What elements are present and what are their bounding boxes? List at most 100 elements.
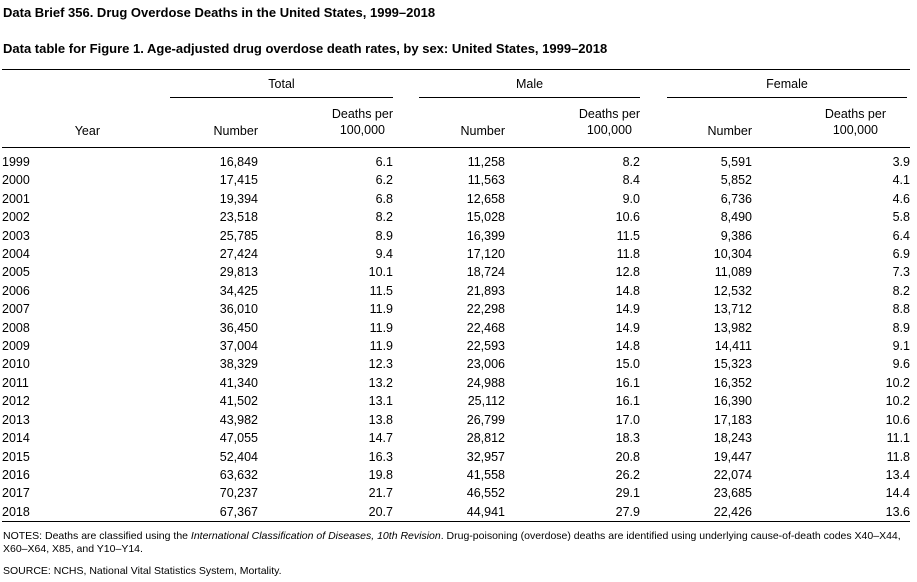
cell-year: 2014 (2, 431, 30, 446)
cell-total-number: 63,632 (219, 467, 258, 482)
column-header-year: Year (2, 98, 100, 148)
cell-total-number: 27,424 (219, 247, 258, 262)
cell-female-number: 23,685 (713, 486, 752, 501)
cell-total-number: 47,055 (219, 431, 258, 446)
cell-total-rate: 11.9 (369, 339, 393, 354)
table-row: 2012 41,502 13.1 25,112 16.1 16,390 10.2 (2, 392, 910, 410)
cell-female-rate: 4.6 (892, 191, 910, 206)
cell-female-rate: 11.8 (886, 449, 910, 464)
table-row: 2007 36,010 11.9 22,298 14.9 13,712 8.8 (2, 300, 910, 318)
cell-total-number: 17,415 (219, 173, 258, 188)
cell-male-number: 25,112 (467, 394, 505, 409)
cell-female-number: 18,243 (713, 431, 752, 446)
cell-female-rate: 9.1 (892, 339, 910, 354)
cell-male-number: 26,799 (466, 412, 505, 427)
cell-male-rate: 8.4 (622, 173, 640, 188)
group-header-male: Male (419, 70, 640, 98)
table-title: Data table for Figure 1. Age-adjusted dr… (3, 41, 608, 56)
cell-total-number: 41,502 (219, 394, 258, 409)
cell-total-rate: 6.1 (375, 155, 393, 169)
cell-year: 2015 (2, 449, 30, 464)
table-row: 2010 38,329 12.3 23,006 15.0 15,323 9.6 (2, 355, 910, 373)
cell-female-number: 9,386 (720, 228, 752, 243)
cell-male-rate: 10.6 (615, 210, 640, 225)
table-row: 2016 63,632 19.8 41,558 26.2 22,074 13.4 (2, 466, 910, 484)
cell-total-rate: 20.7 (258, 502, 393, 523)
cell-male-number: 44,941 (393, 502, 505, 523)
cell-female-number: 22,074 (713, 467, 752, 482)
cell-male-rate: 16.1 (615, 375, 640, 390)
cell-female-number: 5,852 (720, 173, 752, 188)
cell-total-rate: 13.2 (368, 375, 393, 390)
cell-year: 2017 (2, 486, 30, 501)
table-row: 2008 36,450 11.9 22,468 14.9 13,982 8.9 (2, 319, 910, 337)
cell-year: 2016 (2, 467, 30, 482)
cell-total-number: 41,340 (219, 375, 258, 390)
column-header-female-number: Number (640, 98, 752, 148)
cell-male-rate: 16.1 (615, 394, 640, 409)
cell-male-rate: 14.9 (615, 302, 640, 317)
cell-total-rate: 8.9 (375, 228, 393, 243)
data-table: Total Male Female Year Number Deaths per… (2, 69, 910, 523)
cell-total-number: 36,450 (219, 320, 258, 335)
cell-year: 2006 (2, 283, 30, 298)
cell-total-rate: 10.1 (368, 265, 393, 280)
column-header-row: Year Number Deaths per 100,000 Number Dea… (2, 98, 910, 148)
column-header-female-rate: Deaths per 100,000 (752, 98, 910, 148)
cell-total-rate: 11.9 (369, 320, 393, 335)
cell-male-number: 12,658 (466, 191, 505, 206)
cell-year: 2009 (2, 339, 30, 354)
cell-total-number: 23,518 (219, 210, 258, 225)
cell-total-number: 34,425 (219, 283, 258, 298)
cell-total-number: 52,404 (219, 449, 258, 464)
cell-female-rate: 10.2 (885, 394, 910, 409)
table-row: 2018 67,367 20.7 44,941 27.9 22,426 13.6 (2, 502, 910, 523)
cell-male-rate: 12.8 (615, 265, 640, 280)
table-row: 1999 16,849 6.1 11,258 8.2 5,591 3.9 (2, 148, 910, 172)
cell-female-rate: 8.9 (892, 320, 910, 335)
cell-year: 1999 (2, 155, 30, 169)
notes-text: NOTES: Deaths are classified using the (3, 530, 191, 543)
cell-total-number: 36,010 (219, 302, 258, 317)
table-row: 2014 47,055 14.7 28,812 18.3 18,243 11.1 (2, 429, 910, 447)
cell-female-rate: 6.9 (892, 247, 910, 262)
table-body: 1999 16,849 6.1 11,258 8.2 5,591 3.9 2000 17,415… (2, 148, 910, 523)
cell-female-rate: 13.4 (885, 467, 910, 482)
cell-male-number: 32,957 (466, 449, 505, 464)
cell-male-rate: 11.5 (616, 228, 640, 243)
cell-female-rate: 6.4 (892, 228, 910, 243)
cell-year: 2007 (2, 302, 30, 317)
cell-male-rate: 26.2 (615, 467, 640, 482)
cell-total-rate: 11.9 (369, 302, 393, 317)
cell-male-rate: 27.9 (505, 502, 640, 523)
table-row: 2004 27,424 9.4 17,120 11.8 10,304 6.9 (2, 245, 910, 263)
table-row: 2015 52,404 16.3 32,957 20.8 19,447 11.8 (2, 448, 910, 466)
page-title: Data Brief 356. Drug Overdose Deaths in … (3, 5, 436, 20)
cell-female-rate: 7.3 (892, 265, 910, 280)
group-header-spacer (2, 70, 100, 99)
cell-male-number: 18,724 (466, 265, 505, 280)
cell-male-number: 11,258 (467, 155, 505, 169)
cell-female-rate: 9.6 (892, 357, 910, 372)
cell-total-rate: 13.1 (368, 394, 393, 409)
cell-female-number: 16,352 (713, 375, 752, 390)
group-header-total: Total (170, 70, 393, 98)
cell-female-rate: 13.6 (752, 502, 910, 523)
notes-italic-title: International Classification of Diseases… (190, 530, 441, 543)
cell-male-number: 28,812 (466, 431, 505, 446)
cell-female-number: 16,390 (713, 394, 752, 409)
column-header-total-rate: Deaths per 100,000 (258, 98, 393, 148)
cell-female-number: 5,591 (720, 155, 752, 169)
cell-year: 2004 (2, 247, 30, 262)
cell-total-rate: 13.8 (368, 412, 393, 427)
cell-female-rate: 8.2 (892, 283, 910, 298)
cell-female-rate: 8.8 (892, 302, 910, 317)
column-header-male-rate: Deaths per 100,000 (505, 98, 640, 148)
cell-female-number: 19,447 (713, 449, 752, 464)
cell-male-rate: 9.0 (622, 191, 640, 206)
cell-year: 2000 (2, 173, 30, 188)
cell-year: 2013 (2, 412, 30, 427)
cell-total-rate: 6.8 (375, 191, 393, 206)
cell-male-rate: 11.8 (616, 247, 640, 262)
